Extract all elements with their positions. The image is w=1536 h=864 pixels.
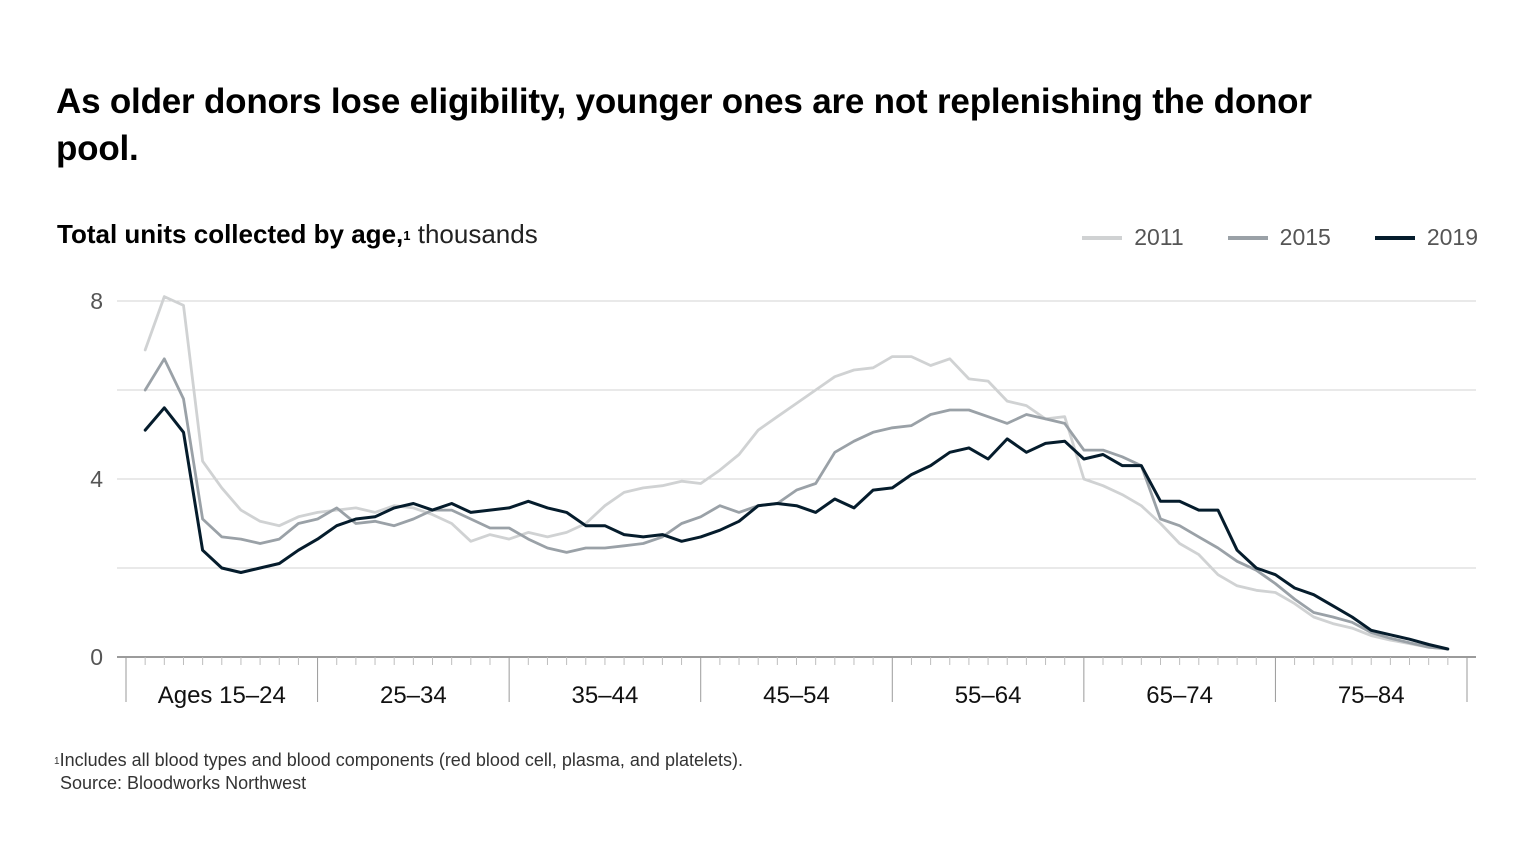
legend-label-2011: 2011 xyxy=(1134,224,1184,250)
series-line-2019 xyxy=(143,406,1450,651)
legend-label-2019: 2019 xyxy=(1426,224,1478,250)
footnote-note: 1Includes all blood types and blood comp… xyxy=(54,749,743,772)
subtitle-unit: thousands xyxy=(410,219,538,249)
footnote-mark: 1 xyxy=(54,756,60,767)
x-group-label: 35–44 xyxy=(572,682,639,709)
subtitle-footnote-mark: 1 xyxy=(403,228,411,243)
series-line-2011 xyxy=(143,295,1450,651)
series-lines xyxy=(143,295,1450,651)
legend-item-2015: 2015 xyxy=(1227,224,1331,251)
x-axis: Ages 15–24 25–34 35–44 45–54 55–64 65–74 75–84 xyxy=(117,656,1476,709)
y-axis: 0 4 8 xyxy=(90,288,103,670)
source-text: Source: Bloodworks Northwest xyxy=(60,773,307,793)
legend-item-2019: 2019 xyxy=(1374,224,1478,251)
legend-swatch-2011 xyxy=(1082,235,1123,240)
x-group-label: 75–84 xyxy=(1338,682,1405,709)
legend-swatch-2019 xyxy=(1374,235,1415,240)
grid-lines xyxy=(117,300,1476,569)
chart-subtitle: Total units collected by age,1 thousands xyxy=(57,217,538,251)
y-tick-label: 8 xyxy=(90,288,103,314)
x-group-label: Ages 15–24 xyxy=(158,682,286,709)
x-group-label: 55–64 xyxy=(955,682,1022,709)
footnote-text: Includes all blood types and blood compo… xyxy=(59,750,743,770)
legend-label-2015: 2015 xyxy=(1279,224,1331,250)
series-line-2015 xyxy=(143,357,1450,651)
y-tick-label: 0 xyxy=(90,644,103,670)
x-group-label: 25–34 xyxy=(380,682,447,709)
chart-legend: 2011 2015 2019 xyxy=(1082,224,1478,251)
chart-title: As older donors lose eligibility, younge… xyxy=(56,82,1312,168)
footnote: 1Includes all blood types and blood comp… xyxy=(54,749,743,795)
legend-item-2011: 2011 xyxy=(1082,224,1184,251)
subtitle-main: Total units collected by age, xyxy=(57,219,404,249)
x-group-label: 65–74 xyxy=(1146,682,1213,709)
x-group-label: 45–54 xyxy=(763,682,830,709)
y-tick-label: 4 xyxy=(90,466,103,492)
legend-swatch-2015 xyxy=(1227,235,1268,240)
